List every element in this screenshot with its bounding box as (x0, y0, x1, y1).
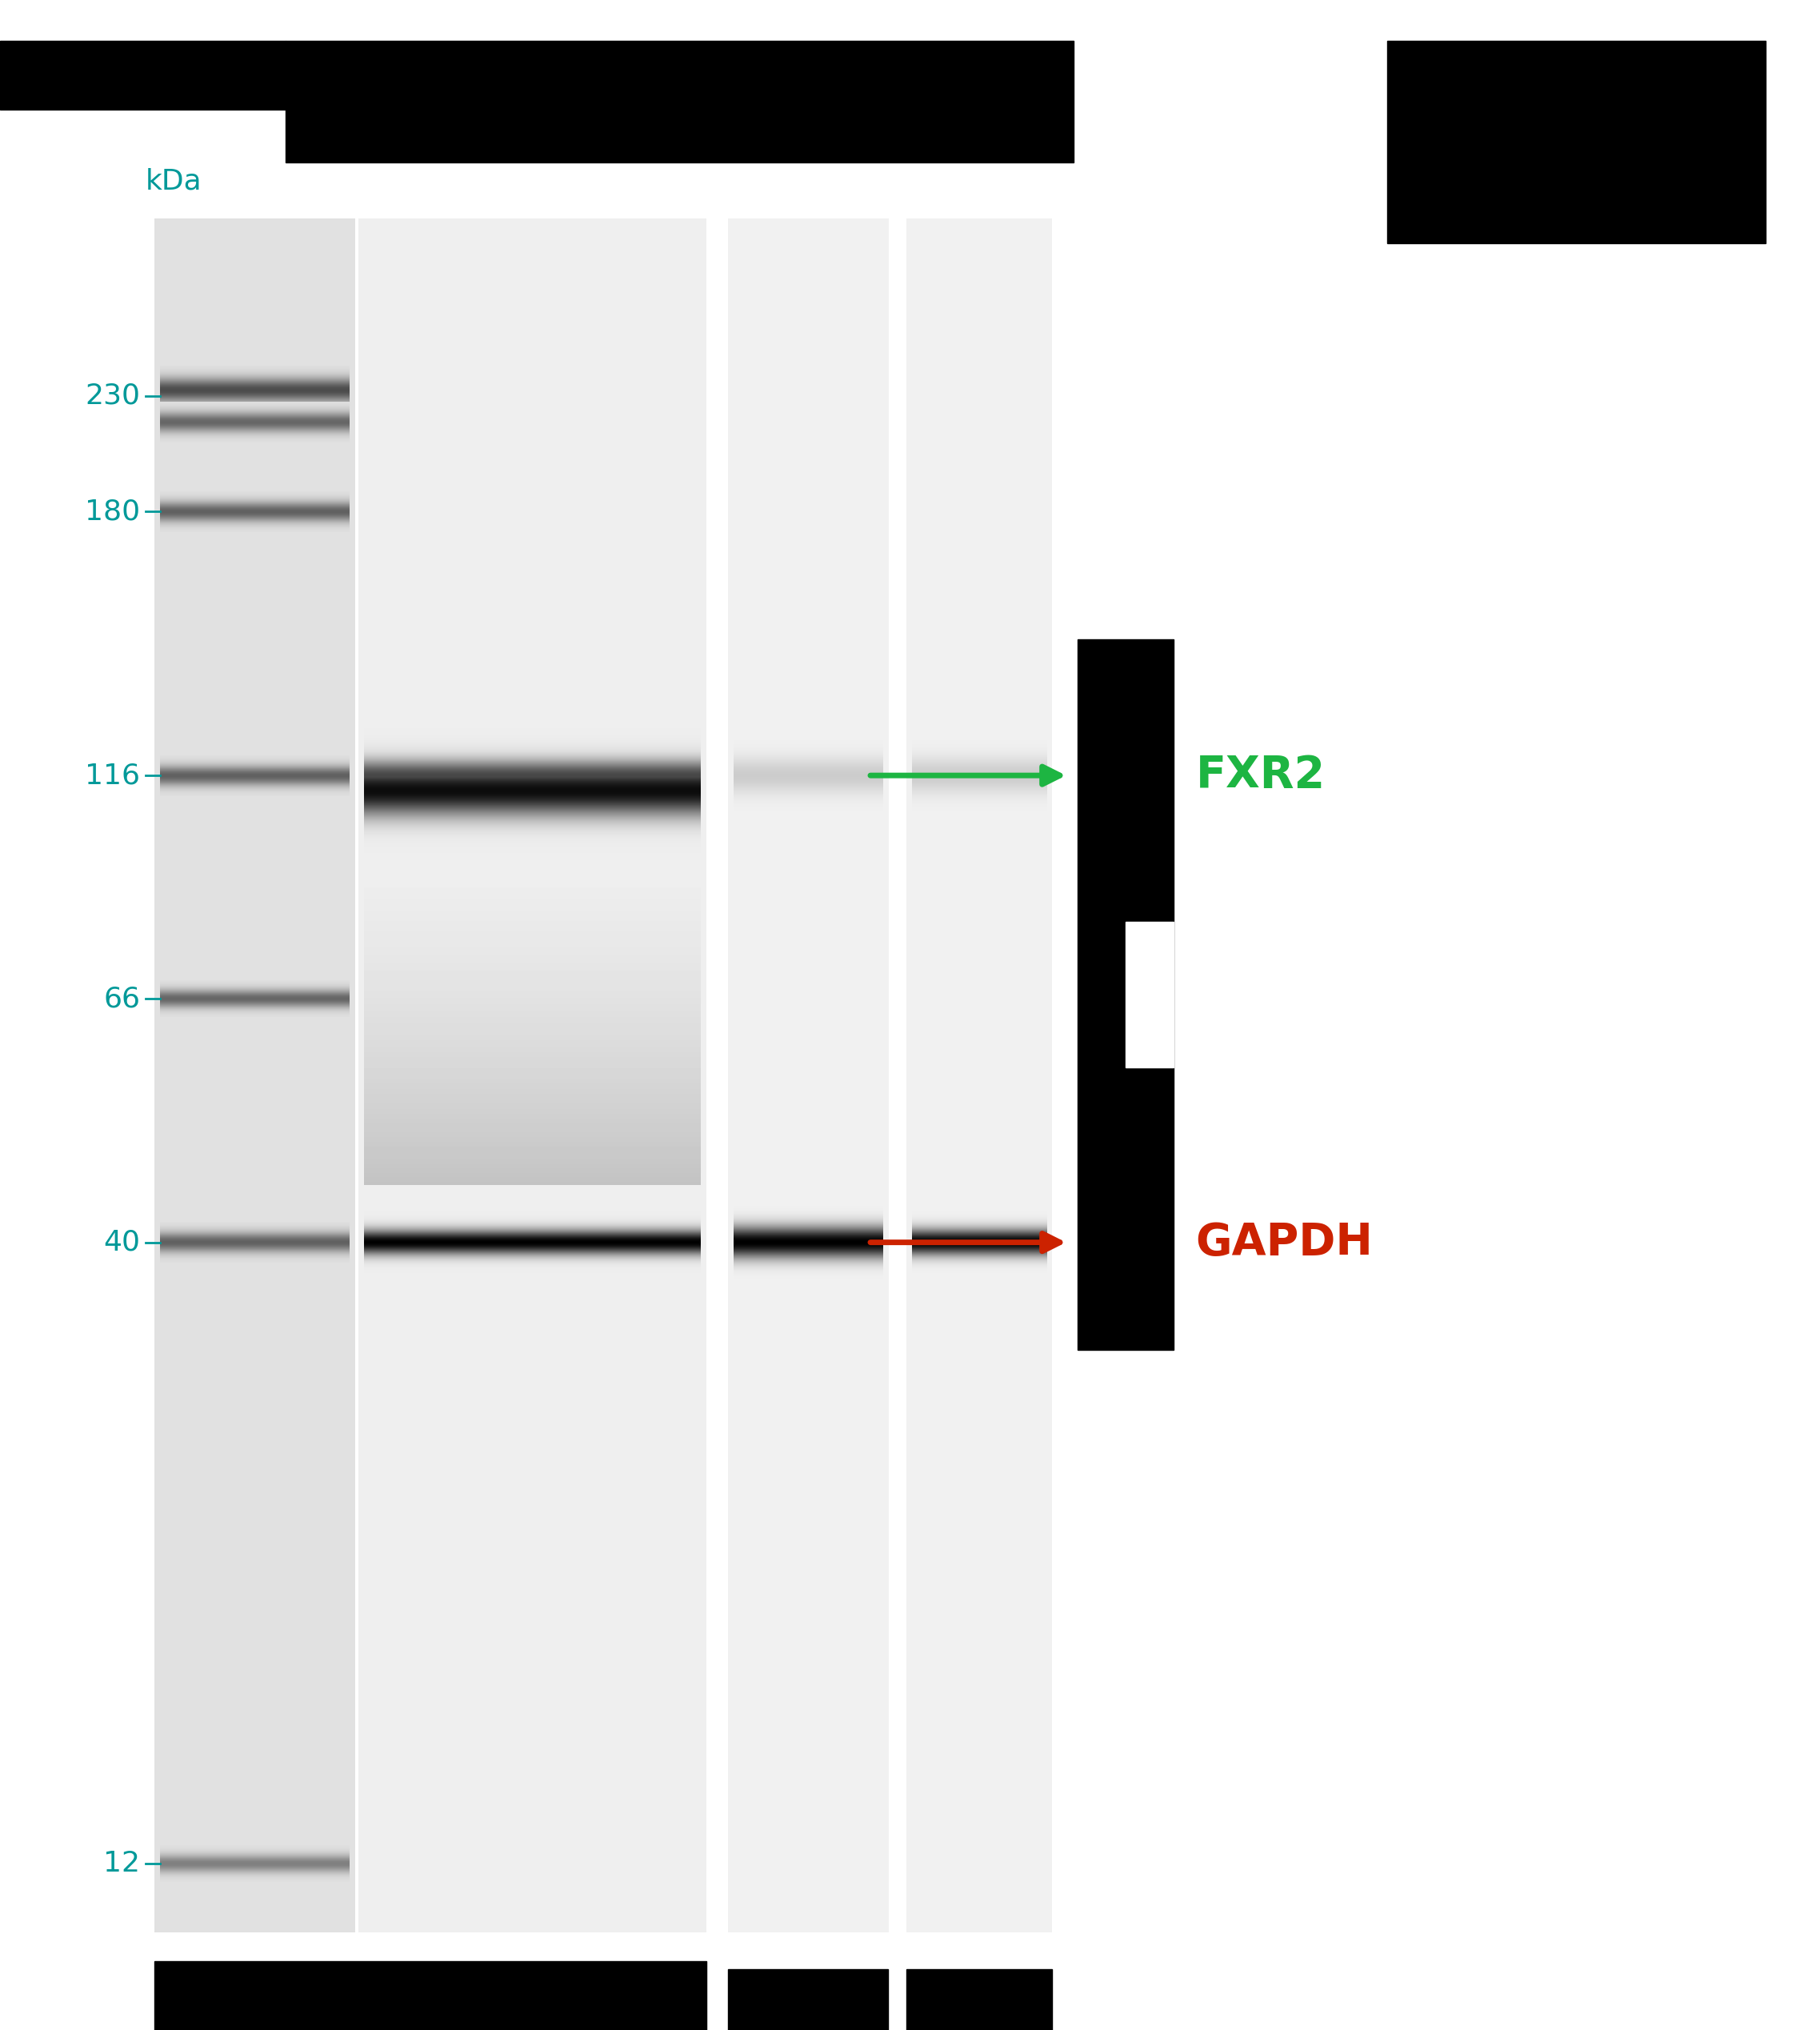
Bar (728, 1969, 888, 2030)
Bar (1387, 41, 1765, 244)
Bar (906, 1969, 1052, 2030)
Bar (286, 41, 1074, 162)
Bar (155, 1961, 706, 2030)
Text: 116: 116 (86, 761, 140, 790)
Text: 230: 230 (86, 382, 140, 410)
Bar (1077, 639, 1174, 1350)
Bar (0, 41, 286, 110)
Text: kDa: kDa (146, 168, 202, 195)
Bar (1125, 922, 1174, 1068)
Text: FXR2: FXR2 (1196, 753, 1325, 798)
Text: 66: 66 (104, 985, 140, 1013)
Text: GAPDH: GAPDH (1196, 1220, 1374, 1265)
Text: 12: 12 (104, 1849, 140, 1878)
Text: 40: 40 (104, 1228, 140, 1257)
Text: 180: 180 (86, 497, 140, 526)
